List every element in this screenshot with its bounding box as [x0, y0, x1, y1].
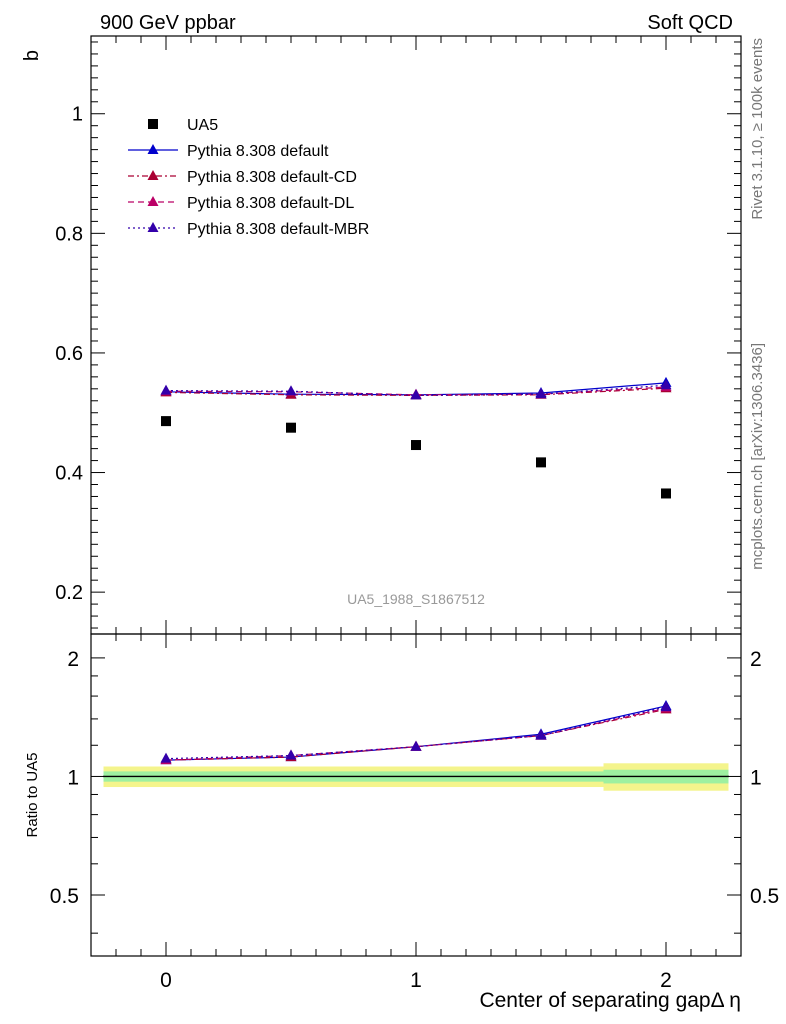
ratio-series-line — [165, 706, 667, 760]
main-series-group — [160, 376, 672, 499]
data-point-mc — [535, 388, 547, 399]
legend-entry-1: Pythia 8.308 default — [128, 143, 329, 160]
data-point-ua5 — [411, 440, 421, 451]
ratio-series-line — [165, 705, 667, 761]
ratio-data-point — [285, 749, 297, 760]
legend-marker — [148, 119, 158, 129]
ratio-ytick-label-right: 0.5 — [750, 885, 779, 908]
data-point-mc — [410, 389, 422, 400]
legend-label: Pythia 8.308 default — [187, 143, 329, 160]
main-series-4 — [160, 379, 672, 400]
data-point-ua5 — [161, 416, 171, 427]
analysis-id-label: UA5_1988_S1867512 — [347, 591, 485, 607]
data-point-mc — [285, 385, 297, 396]
legend-label: Pythia 8.308 default-CD — [187, 169, 357, 186]
main-ytick-label: 0.4 — [55, 463, 83, 485]
main-y-axis-label: b — [21, 50, 43, 61]
legend-label: Pythia 8.308 default-MBR — [187, 221, 369, 238]
legend-marker — [147, 222, 159, 232]
main-series-line — [165, 387, 667, 396]
xtick-label: 1 — [410, 969, 422, 992]
main-ytick-label: 1 — [72, 104, 83, 126]
ratio-series-line — [165, 708, 667, 761]
ratio-y-axis-label: Ratio to UA5 — [24, 752, 41, 837]
ratio-ytick-label: 1 — [67, 766, 79, 789]
data-point-ua5 — [661, 488, 671, 499]
ratio-ytick-label: 2 — [67, 648, 79, 671]
legend-entry-4: Pythia 8.308 default-MBR — [128, 221, 369, 238]
ratio-ytick-label-right: 1 — [750, 766, 762, 789]
main-axis-ticks: 0.2 0.4 0.6 0.8 1 — [55, 36, 741, 634]
ratio-series-3 — [160, 701, 672, 763]
data-point-ua5 — [536, 457, 546, 468]
main-ytick-label: 0.8 — [55, 223, 83, 245]
main-series-0 — [161, 416, 671, 499]
legend-entry-2: Pythia 8.308 default-CD — [128, 169, 357, 186]
legend: UA5 Pythia 8.308 default Pythia 8.308 defa… — [128, 117, 369, 238]
legend-entry-3: Pythia 8.308 default-DL — [128, 195, 354, 212]
data-point-ua5 — [286, 422, 296, 433]
legend-label: UA5 — [187, 117, 218, 134]
legend-marker — [147, 196, 159, 206]
legend-label: Pythia 8.308 default-DL — [187, 195, 354, 212]
legend-marker — [147, 170, 159, 180]
legend-entry-0: UA5 — [148, 117, 218, 134]
ratio-uncertainty-bands — [103, 763, 729, 791]
xtick-label: 2 — [660, 969, 672, 992]
ratio-series-line — [165, 707, 667, 761]
main-ytick-label: 0.6 — [55, 343, 83, 365]
ratio-data-point — [160, 752, 172, 763]
main-panel: 0.2 0.4 0.6 0.8 1 b UA5_1988_S1867512 — [21, 35, 742, 635]
data-point-mc — [160, 384, 172, 395]
header-right: Soft QCD — [647, 12, 733, 34]
mcplots-label: mcplots.cern.ch [arXiv:1306.3436] — [749, 343, 766, 570]
ratio-series-1 — [160, 703, 672, 765]
ratio-series-2 — [160, 702, 672, 765]
ratio-axis-ticks: 0.5 0.5 1 1 2 2 0 1 2 — [50, 634, 779, 992]
ratio-data-point — [410, 740, 422, 751]
ratio-series-0 — [160, 699, 672, 765]
ratio-ytick-label-right: 2 — [750, 648, 762, 671]
xtick-label: 0 — [160, 969, 172, 992]
ratio-series-group — [160, 699, 672, 765]
ratio-ytick-label: 0.5 — [50, 885, 79, 908]
rivet-label: Rivet 3.1.10, ≥ 100k events — [749, 38, 766, 220]
ratio-panel: 0.5 0.5 1 1 2 2 0 1 2 Ratio to UA5 Center of sep… — [24, 633, 779, 1012]
x-axis-label: Center of separating gapΔ η — [479, 989, 741, 1012]
legend-marker — [147, 144, 159, 154]
main-ytick-label: 0.2 — [55, 582, 83, 604]
header-left: 900 GeV ppbar — [100, 12, 236, 34]
ratio-frame — [90, 633, 742, 957]
ratio-data-point — [535, 729, 547, 740]
data-point-mc — [660, 379, 672, 390]
ratio-data-point — [660, 701, 672, 712]
